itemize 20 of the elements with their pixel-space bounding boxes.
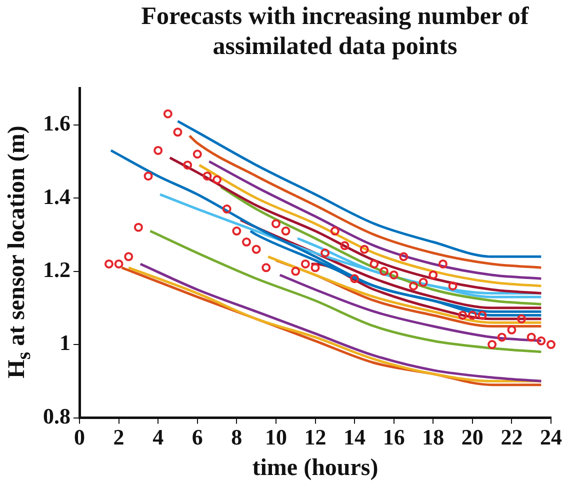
y-tick-label: 1.6 xyxy=(43,110,70,136)
x-tick-label: 8 xyxy=(231,424,242,450)
x-tick-label: 24 xyxy=(540,424,562,450)
x-tick-label: 18 xyxy=(422,424,444,450)
y-tick-label: 1.4 xyxy=(43,184,70,209)
x-tick-label: 0 xyxy=(74,424,85,450)
x-tick-label: 12 xyxy=(304,424,326,450)
y-tick-label: 1 xyxy=(60,330,70,356)
x-tick-label: 22 xyxy=(500,424,523,450)
x-tick-label: 14 xyxy=(344,424,366,450)
y-tick-label: 0.8 xyxy=(43,403,70,428)
y-tick-label: 1.2 xyxy=(43,257,70,282)
x-tick-label: 4 xyxy=(152,424,164,450)
x-tick-label: 16 xyxy=(382,424,405,450)
x-axis-title: time (hours) xyxy=(252,454,378,481)
chart-title: Forecasts with increasing number of assimilated data points xyxy=(140,2,530,62)
x-tick-label: 20 xyxy=(461,424,484,450)
x-tick-label: 10 xyxy=(264,424,287,450)
x-tick-label: 6 xyxy=(192,424,203,450)
x-tick-label: 2 xyxy=(113,424,124,450)
